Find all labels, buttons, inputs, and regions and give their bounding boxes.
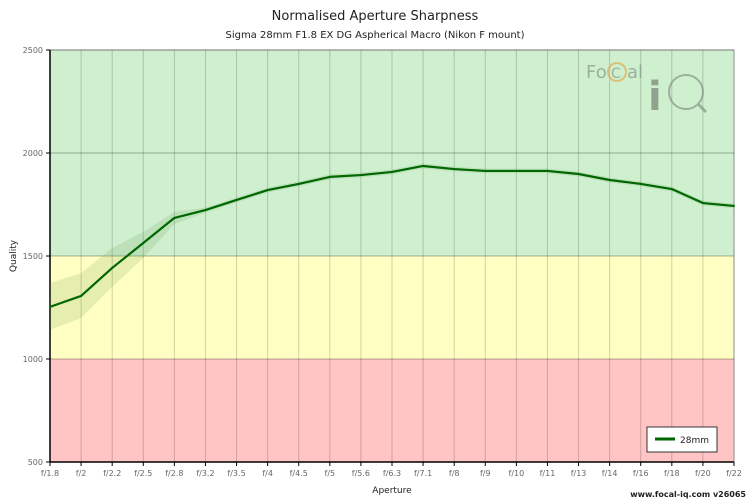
data-point — [608, 178, 611, 181]
x-tick-label: f/2.5 — [134, 469, 152, 478]
data-point — [391, 170, 393, 173]
data-point — [577, 173, 580, 176]
x-tick-label: f/4.5 — [290, 469, 308, 478]
data-point — [484, 169, 487, 172]
x-tick-label: f/20 — [695, 469, 711, 478]
y-axis-label: Quality — [9, 239, 19, 272]
x-tick-label: f/2.8 — [165, 469, 183, 478]
data-point — [359, 174, 362, 177]
data-point — [204, 209, 207, 212]
x-tick-label: f/9 — [480, 469, 491, 478]
x-tick-label: f/2 — [76, 469, 87, 478]
x-tick-label: f/10 — [509, 469, 525, 478]
x-tick-label: f/8 — [449, 469, 460, 478]
x-tick-label: f/3.2 — [196, 469, 214, 478]
chart-subtitle: Sigma 28mm F1.8 EX DG Aspherical Macro (… — [225, 30, 524, 41]
data-point — [297, 182, 300, 185]
data-point — [49, 305, 51, 308]
legend-label: 28mm — [680, 436, 709, 446]
quality-band-0 — [50, 359, 734, 462]
svg-text:Fo: Fo — [586, 62, 607, 83]
footer-credit: www.focal-iq.com v26065 — [630, 490, 746, 499]
x-tick-label: f/3.5 — [227, 469, 245, 478]
svg-text:C: C — [611, 66, 621, 82]
data-point — [173, 216, 176, 219]
y-tick-label: 2000 — [23, 149, 43, 158]
x-tick-label: f/18 — [664, 469, 680, 478]
svg-text:al: al — [627, 62, 643, 83]
y-tick-label: 1000 — [23, 355, 43, 364]
x-tick-label: f/14 — [602, 469, 618, 478]
chart-title: Normalised Aperture Sharpness — [272, 9, 479, 24]
data-point — [111, 266, 114, 269]
x-tick-label: f/6.3 — [383, 469, 401, 478]
data-point — [453, 168, 456, 171]
x-tick-label: f/22 — [726, 469, 742, 478]
quality-band-2 — [50, 50, 734, 256]
quality-band-1 — [50, 256, 734, 359]
data-point — [328, 175, 331, 178]
y-tick-label: 500 — [28, 458, 43, 467]
data-point — [639, 182, 642, 185]
data-point — [546, 169, 549, 172]
data-point — [733, 204, 735, 207]
x-tick-label: f/13 — [571, 469, 587, 478]
x-tick-label: f/5.6 — [352, 469, 370, 478]
x-tick-label: f/4 — [262, 469, 273, 478]
x-tick-label: f/1.8 — [41, 469, 59, 478]
legend: 28mm — [646, 426, 718, 453]
x-tick-label: f/7.1 — [414, 469, 432, 478]
data-point — [422, 164, 425, 167]
x-tick-label: f/16 — [633, 469, 649, 478]
y-tick-label: 2500 — [23, 46, 43, 55]
y-tick-label: 1500 — [23, 252, 43, 261]
data-point — [701, 202, 704, 205]
watermark-logo: Fo C al i — [586, 62, 708, 120]
data-point — [235, 198, 238, 201]
x-axis-label: Aperture — [372, 486, 412, 496]
x-tick-label: f/5 — [325, 469, 336, 478]
data-point — [142, 242, 145, 245]
x-tick-label: f/2.2 — [103, 469, 121, 478]
data-point — [670, 188, 673, 191]
data-point — [515, 169, 518, 172]
svg-text:i: i — [648, 74, 662, 120]
data-point — [80, 294, 83, 297]
x-tick-label: f/11 — [540, 469, 556, 478]
data-point — [266, 189, 269, 192]
